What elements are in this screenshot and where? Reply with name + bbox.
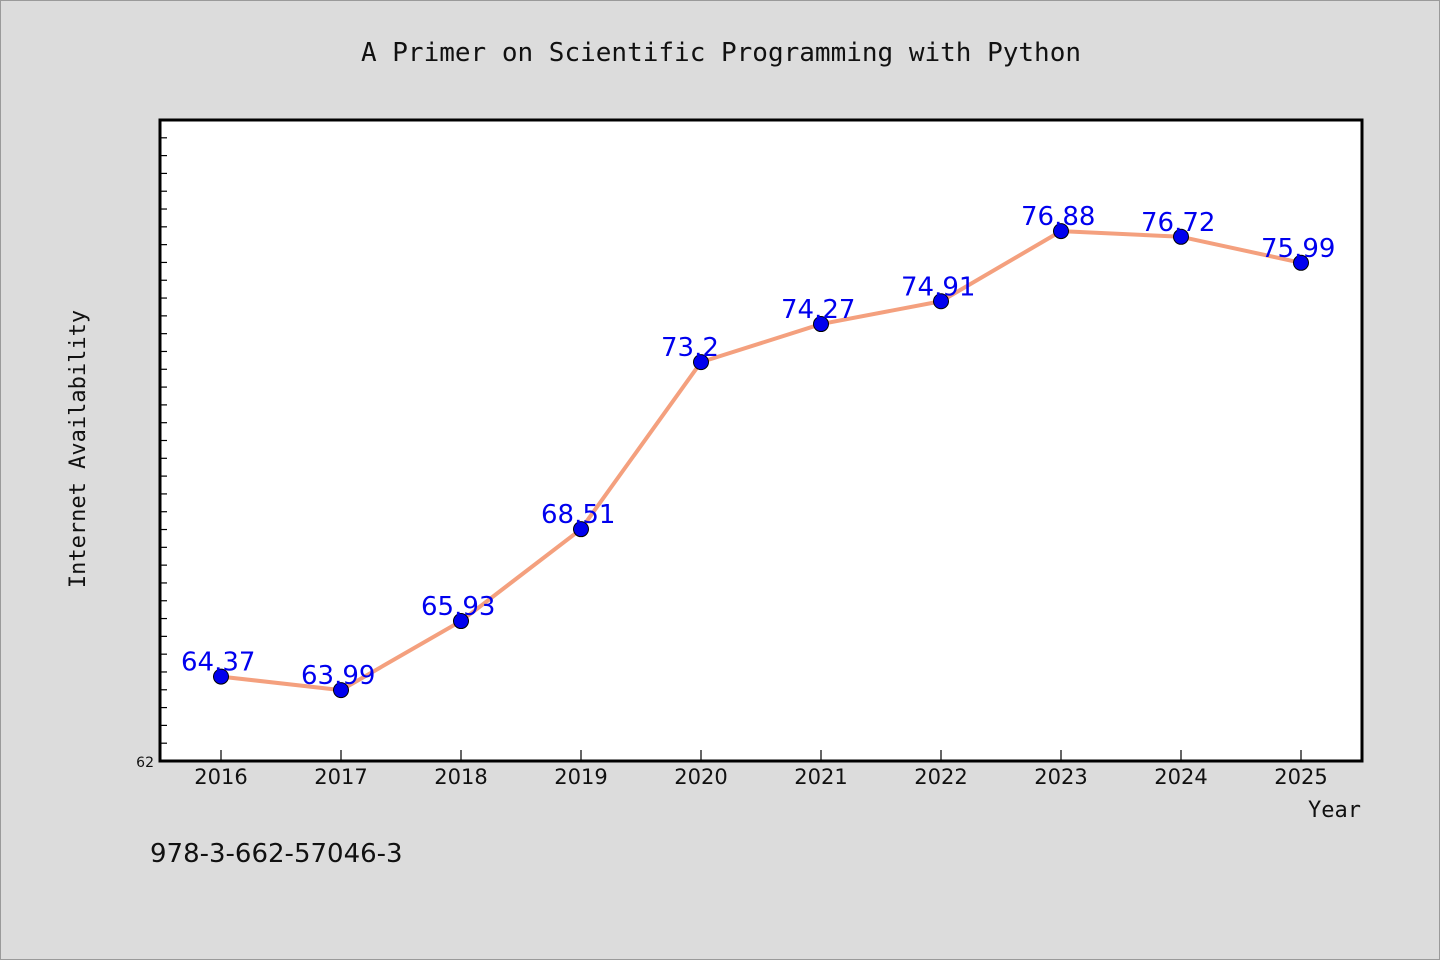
- data-label: 73.2: [661, 333, 719, 363]
- x-tick-label: 2023: [1034, 765, 1087, 789]
- data-point: [933, 293, 949, 310]
- y-axis-label: Internet Availability: [66, 310, 91, 588]
- data-label: 76.88: [1021, 202, 1095, 232]
- data-label: 75.99: [1261, 234, 1335, 264]
- x-tick-label: 2016: [194, 765, 247, 789]
- data-point: [213, 668, 229, 685]
- x-tick-label: 2017: [314, 765, 367, 789]
- data-label: 76.72: [1141, 208, 1215, 238]
- plot-area: [158, 118, 1364, 763]
- x-tick-label: 2018: [434, 765, 487, 789]
- y-tick-label: 62: [136, 755, 154, 771]
- data-point: [1293, 254, 1309, 271]
- x-axis-ticks: [220, 750, 1302, 761]
- data-point: [1173, 228, 1189, 245]
- data-point: [573, 521, 589, 538]
- x-tick-label: 2020: [674, 765, 727, 789]
- isbn-text: 978-3-662-57046-3: [150, 839, 403, 869]
- x-axis-label: Year: [1308, 798, 1361, 823]
- x-tick-label: 2021: [794, 765, 847, 789]
- x-tick-label: 2025: [1274, 765, 1327, 789]
- data-label: 68.51: [541, 500, 615, 530]
- data-label: 63.99: [301, 661, 375, 691]
- data-point: [1053, 223, 1069, 240]
- data-point: [693, 354, 709, 371]
- series-layer: 64.37 63.99 65.93 68.51 73.2 74.27 74.91 76.88 7…: [181, 202, 1335, 699]
- data-label: 64.37: [181, 648, 255, 678]
- series-line: [220, 229, 1302, 693]
- x-tick-label: 2024: [1154, 765, 1207, 789]
- data-point: [333, 682, 349, 699]
- x-axis-tick-labels: 2016 2017 2018 2019 2020 2021 2022 2023 2024 2025: [194, 765, 1327, 789]
- data-label: 74.91: [901, 272, 975, 302]
- x-tick-label: 2022: [914, 765, 967, 789]
- chart-title: A Primer on Scientific Programming with …: [361, 38, 1081, 68]
- x-tick-label: 2019: [554, 765, 607, 789]
- data-point: [813, 316, 829, 333]
- data-point: [453, 613, 469, 630]
- data-label: 74.27: [781, 295, 855, 325]
- y-axis-ticks: [160, 137, 167, 744]
- data-label: 65.93: [421, 592, 495, 622]
